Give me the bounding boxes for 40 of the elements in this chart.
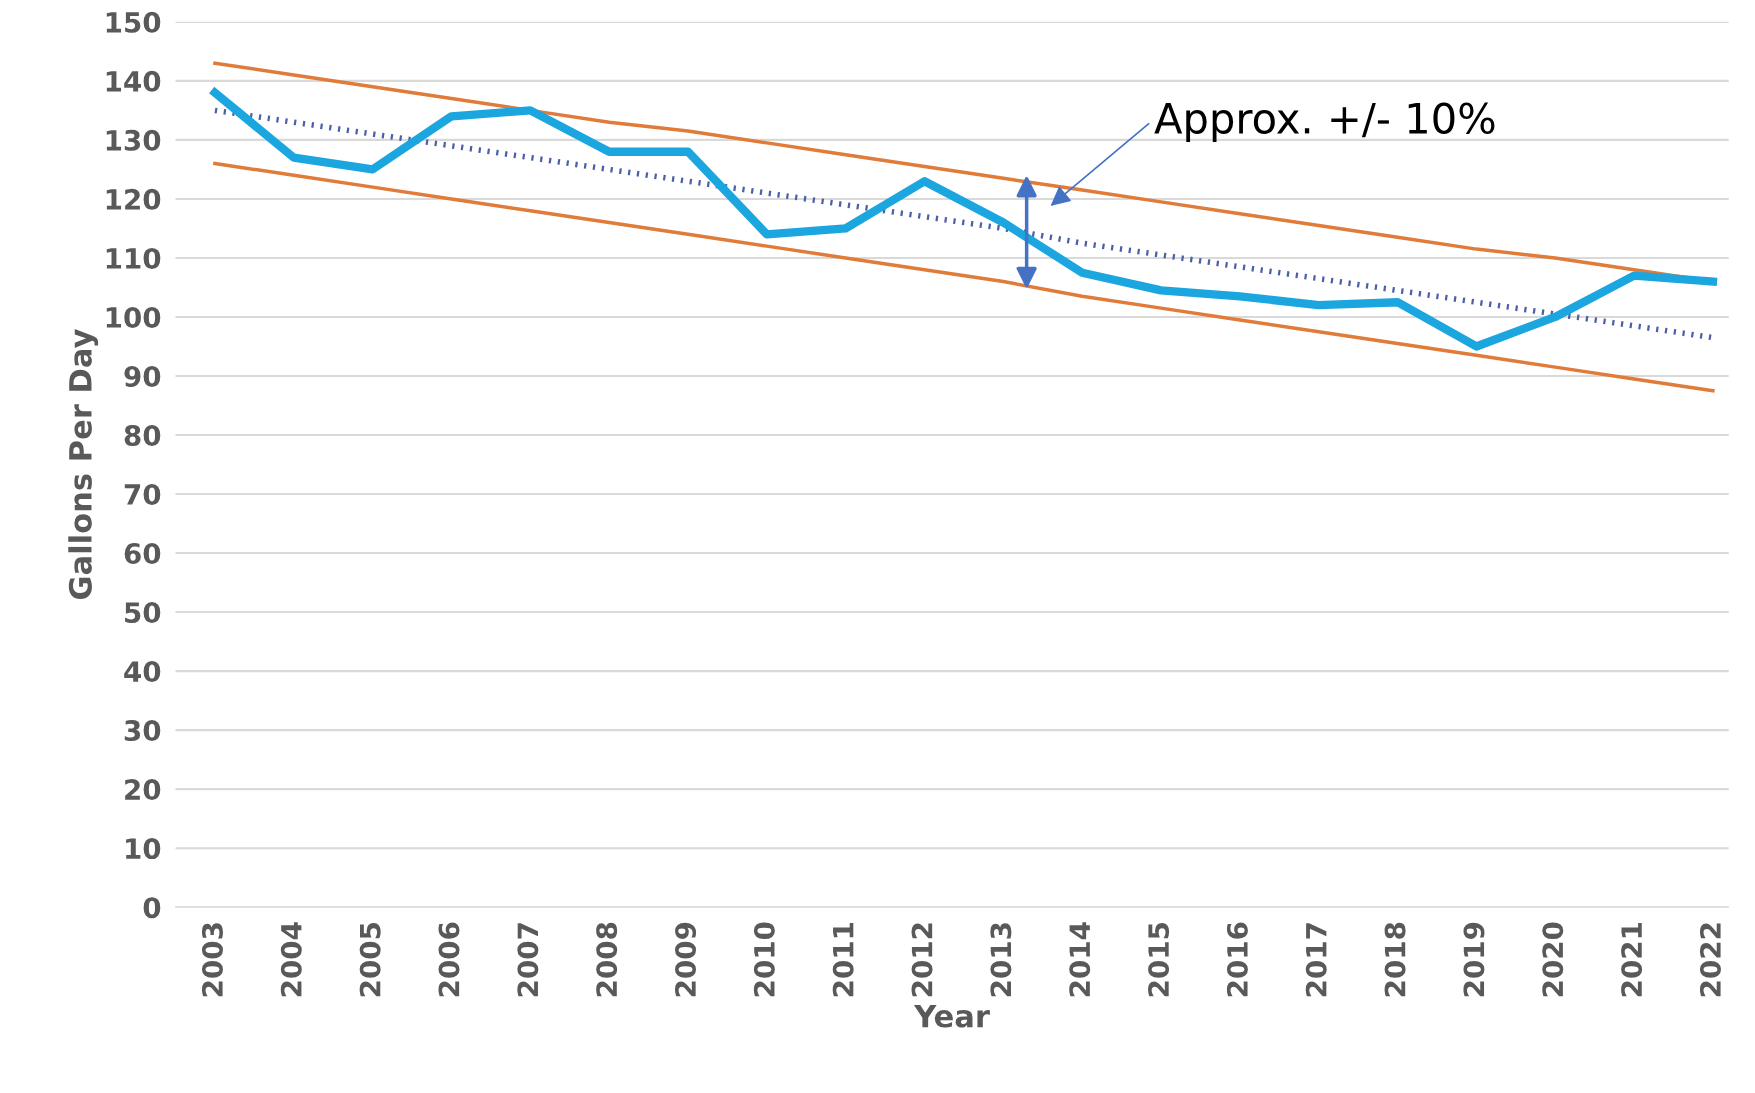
x-tick-label: 2021 <box>1621 922 1643 997</box>
y-tick-label: 130 <box>106 129 161 151</box>
y-tick-label: 60 <box>124 543 161 565</box>
y-tick-label: 20 <box>125 779 161 801</box>
y-tick-label: 90 <box>124 365 161 387</box>
x-tick-label: 2016 <box>1226 922 1248 997</box>
x-tick-label: 2010 <box>753 922 775 997</box>
x-tick-label: 2011 <box>832 922 854 997</box>
x-tick-label: 2004 <box>280 922 302 997</box>
x-tick-label: 2006 <box>438 922 460 997</box>
x-tick-label: 2009 <box>675 922 697 997</box>
x-tick-label: 2012 <box>911 923 933 997</box>
y-tick-label: 50 <box>125 602 161 624</box>
y-tick-label: 120 <box>106 188 161 210</box>
y-tick-label: 40 <box>124 661 161 683</box>
x-tick-label: 2014 <box>1069 922 1091 997</box>
x-tick-label: 2020 <box>1542 922 1564 997</box>
y-tick-label: 10 <box>126 838 161 860</box>
x-tick-label: 2013 <box>990 923 1012 997</box>
x-tick-label: 2017 <box>1305 923 1327 997</box>
y-tick-label: 100 <box>106 306 161 328</box>
x-tick-label: 2015 <box>1148 923 1170 997</box>
annotation: Approx. +/- 10% <box>1154 102 1495 143</box>
y-tick-label: 30 <box>124 720 161 742</box>
y-tick-label: 140 <box>106 70 161 92</box>
x-tick-label: 2003 <box>201 923 223 997</box>
line-series <box>213 161 1715 393</box>
y-tick-label: 110 <box>106 247 161 269</box>
x-tick-label: 2022 <box>1699 923 1721 997</box>
y-tick-label: 0 <box>143 897 161 919</box>
x-tick-label: 2008 <box>596 922 618 997</box>
x-axis-title: Year <box>913 1004 990 1028</box>
x-tick-label: 2007 <box>517 923 539 997</box>
y-tick-label: 70 <box>124 483 161 505</box>
x-tick-label: 2018 <box>1384 922 1406 997</box>
y-tick-label: 80 <box>124 424 161 446</box>
y-tick-label: 150 <box>106 11 161 33</box>
y-axis-title: Gallons Per Day <box>68 329 99 599</box>
x-tick-label: 2005 <box>359 923 381 997</box>
x-tick-label: 2019 <box>1463 922 1485 997</box>
